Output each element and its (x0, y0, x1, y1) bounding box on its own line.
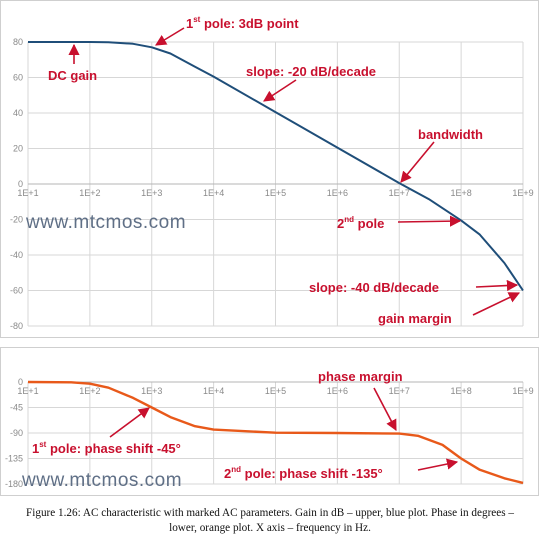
figure-caption: Figure 1.26: AC characteristic with mark… (26, 507, 514, 534)
gain-x-tick-label: 1E+7 (389, 188, 410, 198)
phase-x-tick-label: 1E+8 (450, 386, 471, 396)
annotation-arrows (68, 27, 521, 471)
phase-y-tick-label: -90 (10, 428, 23, 438)
phase-x-tick-label: 1E+5 (265, 386, 286, 396)
phase-y-tick-label: 0 (18, 377, 23, 387)
gain-x-tick-label: 1E+2 (79, 188, 100, 198)
watermark-upper: www.mtcmos.com (25, 212, 186, 233)
gain-x-tick-label: 1E+4 (203, 188, 224, 198)
phase-x-tick-label: 1E+4 (203, 386, 224, 396)
annotation-gain-margin: gain margin (378, 311, 452, 326)
annotation-phase-margin: phase margin (318, 369, 403, 384)
phase-x-tick-label: 1E+7 (389, 386, 410, 396)
gain-y-tick-label: 80 (13, 37, 23, 47)
gain-y-tick-label: 60 (13, 73, 23, 83)
arrow-phase-first-pole (109, 407, 150, 438)
arrow-first-pole (155, 27, 185, 46)
annotation-phase-first-pole: 1st pole: phase shift -45° (32, 440, 181, 456)
gain-x-tick-label: 1E+3 (141, 188, 162, 198)
phase-tick-labels: 1E+1 1E+2 1E+3 1E+4 1E+5 1E+6 1E+7 1E+8 1E+9 0 -45… (5, 377, 534, 489)
gain-series (28, 41, 524, 292)
gain-x-tick-label: 1E+6 (327, 188, 348, 198)
phase-x-tick-label: 1E+1 (17, 386, 38, 396)
phase-y-tick-label: -135 (5, 454, 23, 464)
gain-panel-frame (0, 0, 539, 338)
gain-y-tick-label: -20 (10, 215, 23, 225)
gain-y-tick-label: -60 (10, 286, 23, 296)
annotation-bandwidth: bandwidth (418, 127, 483, 142)
annotation-slope-20: slope: -20 dB/decade (246, 64, 376, 79)
arrow-slope-20 (263, 79, 297, 102)
phase-x-tick-label: 1E+6 (327, 386, 348, 396)
phase-x-tick-label: 1E+3 (141, 386, 162, 396)
annotation-slope-40: slope: -40 dB/decade (309, 280, 439, 295)
phase-x-tick-label: 1E+9 (512, 386, 533, 396)
gain-x-tick-label: 1E+8 (450, 188, 471, 198)
gain-y-tick-label: -80 (10, 321, 23, 331)
gain-y-tick-label: 40 (13, 108, 23, 118)
arrow-phase-margin (373, 387, 397, 431)
arrow-slope-40 (475, 279, 519, 292)
phase-y-tick-label: -180 (5, 479, 23, 489)
arrow-gain-margin (472, 292, 521, 316)
bode-chart: 1E+1 1E+2 1E+3 1E+4 1E+5 1E+6 1E+7 1E+8 1E+9 80 60… (0, 0, 539, 496)
annotation-dc-gain: DC gain (48, 68, 97, 83)
phase-y-tick-label: -45 (10, 403, 23, 413)
gain-series-line-0 (28, 41, 524, 292)
gain-y-tick-label: 0 (18, 179, 23, 189)
gain-y-tick-label: 20 (13, 144, 23, 154)
gain-y-tick-label: -40 (10, 250, 23, 260)
gain-tick-labels: 1E+1 1E+2 1E+3 1E+4 1E+5 1E+6 1E+7 1E+8 1E+9 80 60… (10, 37, 534, 331)
gain-x-tick-label: 1E+5 (265, 188, 286, 198)
phase-x-tick-label: 1E+2 (79, 386, 100, 396)
gain-x-tick-label: 1E+9 (512, 188, 533, 198)
arrow-second-pole (397, 215, 462, 227)
annotation-phase-second-pole: 2nd pole: phase shift -135° (224, 465, 383, 481)
phase-series (27, 380, 524, 485)
arrow-bandwidth (400, 141, 435, 183)
watermark-lower: www.mtcmos.com (21, 470, 182, 491)
phase-series-line-0 (27, 380, 524, 485)
annotation-second-pole: 2nd pole (337, 215, 384, 231)
gain-x-tick-label: 1E+1 (17, 188, 38, 198)
arrow-phase-second-pole (417, 458, 459, 471)
annotation-first-pole-3db: 1st pole: 3dB point (186, 15, 299, 31)
